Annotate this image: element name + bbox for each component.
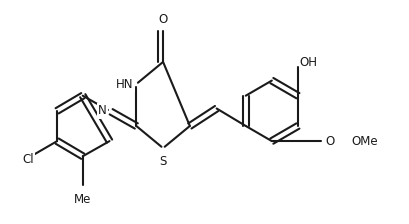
Text: O: O [324, 135, 333, 148]
Text: O: O [158, 13, 167, 26]
Text: HN: HN [116, 78, 133, 90]
Text: N: N [98, 104, 106, 117]
Text: Me: Me [74, 193, 91, 206]
Text: OH: OH [299, 56, 317, 69]
Text: OMe: OMe [350, 135, 377, 148]
Text: S: S [159, 155, 166, 168]
Text: Cl: Cl [22, 153, 34, 166]
